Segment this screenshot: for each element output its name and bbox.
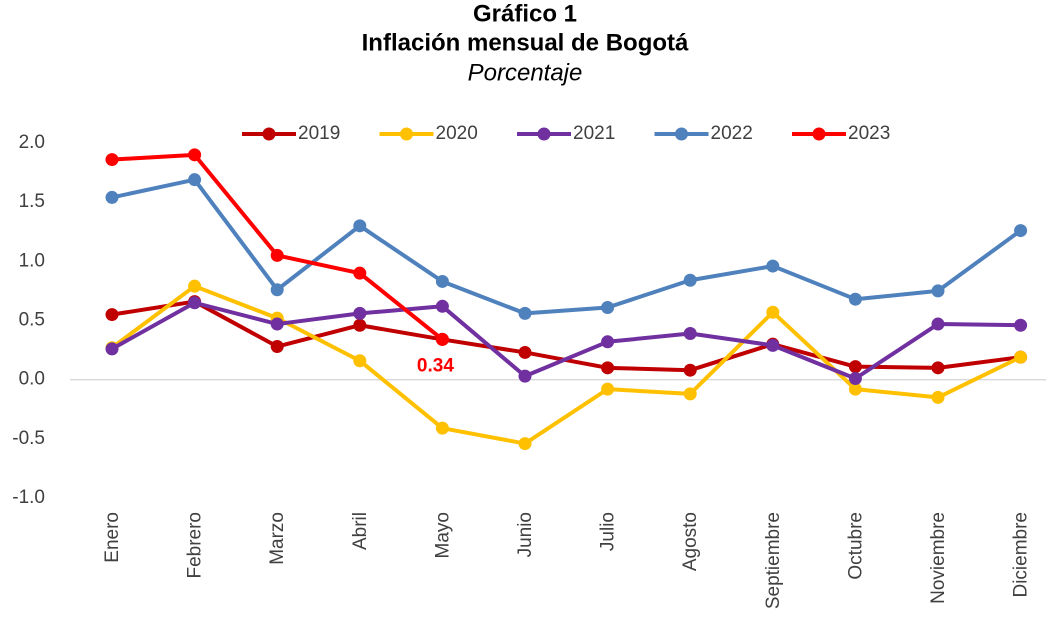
legend-label: 2023 <box>848 123 890 144</box>
chart-subtitle: Inflación mensual de Bogotá <box>362 29 689 56</box>
legend-label: 2022 <box>711 123 753 144</box>
y-tick-label: 1.0 <box>19 250 45 271</box>
y-tick-label: -1.0 <box>12 487 45 508</box>
x-tick-label: Agosto <box>680 512 701 571</box>
x-tick-label: Octubre <box>845 512 866 580</box>
x-tick-label: Septiembre <box>763 512 784 609</box>
data-point <box>766 338 780 352</box>
data-point <box>601 382 615 396</box>
data-point <box>931 390 945 404</box>
chart-title: Gráfico 1 <box>473 0 577 27</box>
data-point <box>848 382 862 396</box>
data-point <box>353 318 367 332</box>
data-point <box>683 387 697 401</box>
legend-label: 2021 <box>573 123 615 144</box>
y-tick-label: 1.5 <box>19 191 45 212</box>
data-point <box>931 284 945 298</box>
data-point <box>766 305 780 319</box>
data-point <box>435 274 449 288</box>
legend-label: 2019 <box>298 123 340 144</box>
data-point <box>518 437 532 451</box>
x-tick-label: Junio <box>515 512 536 557</box>
data-point <box>435 299 449 313</box>
legend-marker <box>812 127 826 141</box>
data-point <box>931 317 945 331</box>
data-point <box>848 292 862 306</box>
legend-marker <box>675 127 688 141</box>
data-label: 0.34 <box>417 355 454 376</box>
data-point <box>931 361 945 375</box>
data-point <box>766 259 780 273</box>
legend-marker <box>537 127 551 141</box>
data-point <box>518 345 532 359</box>
data-point <box>105 342 119 356</box>
legend-label: 2020 <box>436 123 478 144</box>
data-point <box>848 360 862 374</box>
x-tick-label: Julio <box>598 512 619 551</box>
data-point <box>353 354 367 368</box>
data-point <box>188 173 202 187</box>
data-point <box>518 369 532 383</box>
data-point <box>105 308 119 322</box>
data-point <box>270 283 284 297</box>
legend-marker <box>262 127 276 141</box>
data-point <box>353 306 367 320</box>
data-point <box>270 340 284 354</box>
data-point <box>601 300 615 314</box>
x-tick-label: Febrero <box>185 512 206 579</box>
data-point <box>848 371 862 385</box>
data-point <box>518 306 532 320</box>
x-tick-label: Abril <box>350 512 371 550</box>
data-point <box>188 279 202 293</box>
data-point <box>435 421 449 435</box>
legend-marker <box>400 127 413 141</box>
data-point <box>683 327 697 341</box>
y-tick-label: 2.0 <box>19 132 45 153</box>
data-point <box>353 266 367 280</box>
data-point <box>601 335 615 349</box>
x-tick-label: Diciembre <box>1011 512 1032 598</box>
data-point <box>601 361 615 375</box>
data-point <box>105 153 119 167</box>
y-axis-label: Porcentaje <box>468 59 583 86</box>
data-point <box>270 317 284 331</box>
data-point <box>188 296 202 310</box>
y-tick-label: 0.5 <box>19 310 45 331</box>
y-tick-label: 0.0 <box>19 369 45 390</box>
data-point <box>353 219 367 233</box>
data-point <box>270 248 284 262</box>
data-point <box>1014 318 1028 332</box>
y-tick-label: -0.5 <box>12 428 45 449</box>
data-point <box>683 273 697 287</box>
data-point <box>1014 224 1028 238</box>
x-tick-label: Marzo <box>267 512 288 565</box>
series-line <box>111 177 1022 316</box>
data-point <box>1014 350 1028 364</box>
x-tick-label: Enero <box>102 512 123 563</box>
series-line <box>111 300 1021 381</box>
x-tick-label: Noviembre <box>928 512 949 604</box>
data-point <box>435 332 449 346</box>
data-point <box>188 148 202 162</box>
data-point <box>105 190 119 204</box>
series-line <box>110 284 1022 446</box>
x-tick-label: Mayo <box>432 512 453 558</box>
data-point <box>683 363 697 377</box>
